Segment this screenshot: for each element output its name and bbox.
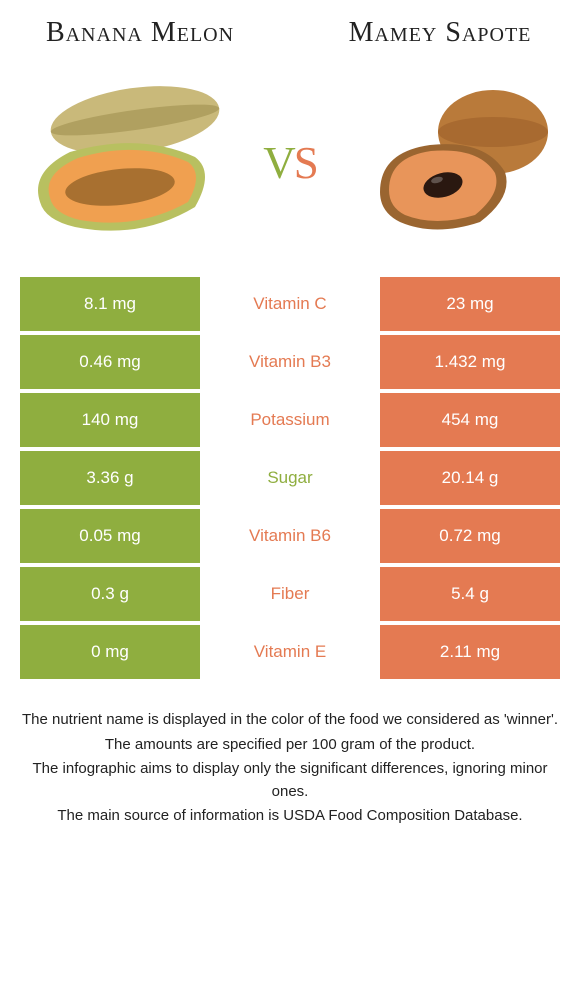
right-food-title: Mamey Sapote xyxy=(340,18,540,47)
right-value: 1.432 mg xyxy=(380,335,560,389)
left-value: 0.46 mg xyxy=(20,335,200,389)
left-value: 8.1 mg xyxy=(20,277,200,331)
nutrient-name: Fiber xyxy=(200,567,380,621)
table-row: 0.05 mgVitamin B60.72 mg xyxy=(20,509,560,563)
table-row: 0 mgVitamin E2.11 mg xyxy=(20,625,560,679)
right-value: 454 mg xyxy=(380,393,560,447)
right-value: 0.72 mg xyxy=(380,509,560,563)
nutrient-name: Vitamin C xyxy=(200,277,380,331)
nutrient-name: Vitamin B3 xyxy=(200,335,380,389)
nutrient-name: Vitamin E xyxy=(200,625,380,679)
footer-line: The nutrient name is displayed in the co… xyxy=(18,709,562,732)
header: Banana Melon Mamey Sapote xyxy=(0,0,580,47)
nutrient-name: Vitamin B6 xyxy=(200,509,380,563)
images-row: vs xyxy=(0,47,580,277)
left-value: 0.05 mg xyxy=(20,509,200,563)
right-value: 5.4 g xyxy=(380,567,560,621)
left-food-title: Banana Melon xyxy=(40,18,240,47)
right-food-image xyxy=(360,67,560,247)
left-value: 140 mg xyxy=(20,393,200,447)
left-value: 0 mg xyxy=(20,625,200,679)
left-value: 3.36 g xyxy=(20,451,200,505)
table-row: 0.46 mgVitamin B31.432 mg xyxy=(20,335,560,389)
right-value: 2.11 mg xyxy=(380,625,560,679)
nutrient-name: Potassium xyxy=(200,393,380,447)
footer-line: The main source of information is USDA F… xyxy=(18,805,562,828)
footer-notes: The nutrient name is displayed in the co… xyxy=(0,709,580,828)
table-row: 0.3 gFiber5.4 g xyxy=(20,567,560,621)
table-row: 3.36 gSugar20.14 g xyxy=(20,451,560,505)
footer-line: The infographic aims to display only the… xyxy=(18,758,562,803)
comparison-table: 8.1 mgVitamin C23 mg0.46 mgVitamin B31.4… xyxy=(20,277,560,679)
table-row: 8.1 mgVitamin C23 mg xyxy=(20,277,560,331)
right-value: 23 mg xyxy=(380,277,560,331)
vs-label: vs xyxy=(263,120,317,194)
table-row: 140 mgPotassium454 mg xyxy=(20,393,560,447)
nutrient-name: Sugar xyxy=(200,451,380,505)
left-value: 0.3 g xyxy=(20,567,200,621)
right-value: 20.14 g xyxy=(380,451,560,505)
footer-line: The amounts are specified per 100 gram o… xyxy=(18,734,562,757)
left-food-image xyxy=(20,67,220,247)
